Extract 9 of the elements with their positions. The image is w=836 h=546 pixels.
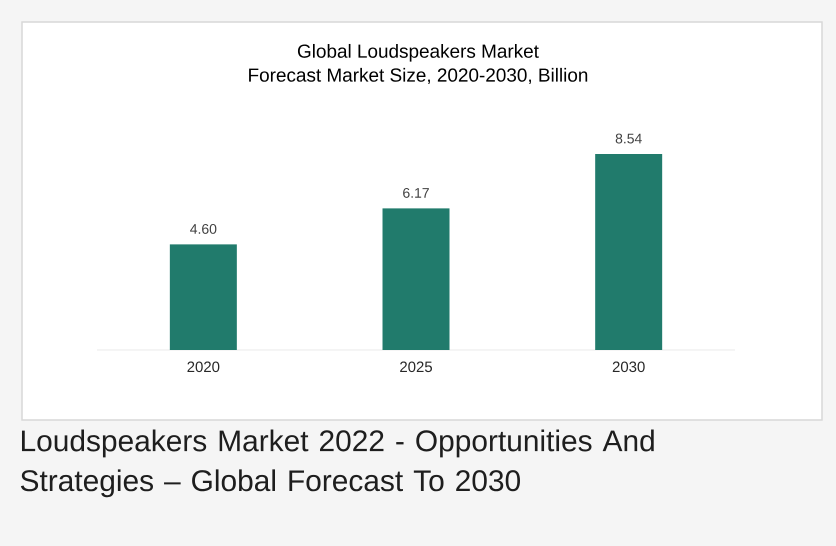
chart-title: Global Loudspeakers Market — [298, 44, 539, 62]
text: Loudspeakers Market 2022 - Opportunities And Strategies – Global Forecast To 2030 — [20, 430, 654, 498]
chart-subtitle: Forecast Market Size, 2020-2030, Billion — [249, 68, 588, 84]
data-label: 6.17 — [403, 188, 429, 198]
data-label: 8.54 — [616, 134, 642, 144]
x-tick-label: 2020 — [187, 362, 220, 372]
x-tick-label: 2025 — [400, 362, 432, 372]
x-tick-label: 2030 — [612, 362, 645, 372]
data-label: 4.60 — [190, 224, 216, 234]
